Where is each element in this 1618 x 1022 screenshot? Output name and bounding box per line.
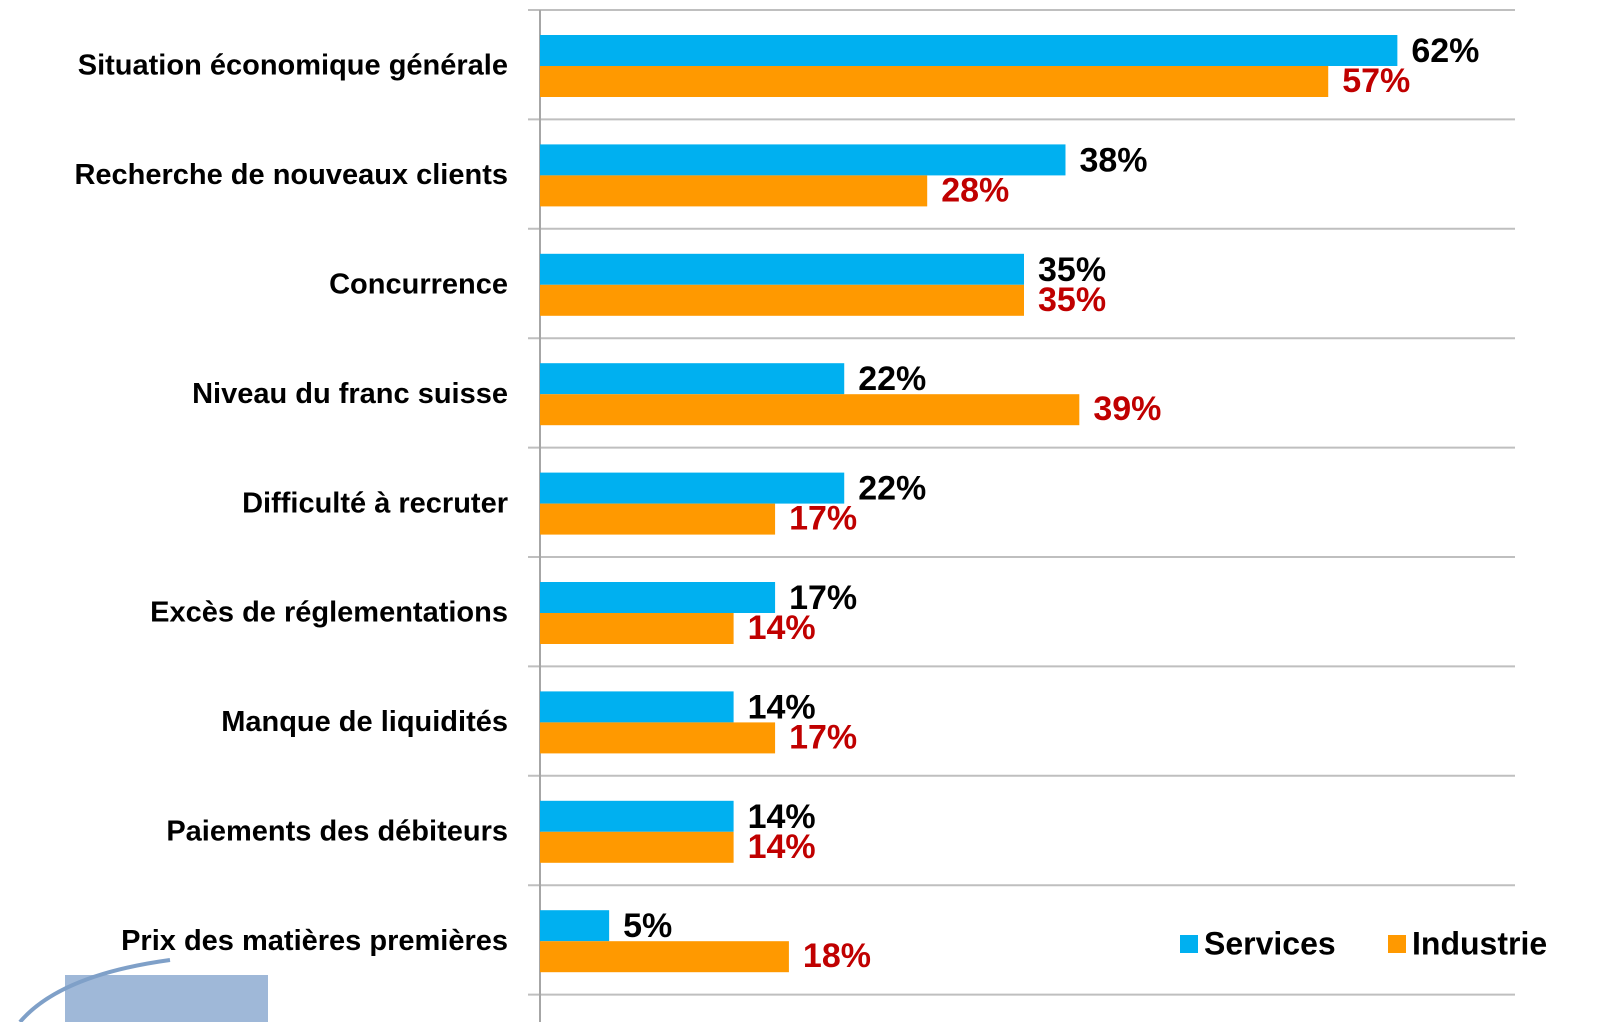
category-label: Paiements des débiteurs — [166, 815, 508, 847]
value-label: 57% — [1342, 62, 1410, 100]
bar — [540, 472, 845, 504]
bar — [540, 582, 776, 613]
value-label: 28% — [941, 171, 1009, 209]
value-label: 18% — [803, 937, 871, 975]
bar — [540, 363, 845, 395]
value-label: 35% — [1038, 251, 1106, 289]
bar — [540, 941, 789, 973]
bar — [540, 910, 610, 942]
bar — [540, 253, 1024, 285]
category-label: Difficulté à recruter — [242, 487, 508, 519]
bar — [540, 144, 1066, 176]
value-label: 14% — [748, 828, 816, 866]
bar — [540, 503, 776, 535]
value-label: 22% — [858, 470, 926, 508]
bar — [540, 613, 734, 644]
value-label: 38% — [1079, 141, 1147, 179]
value-label: 17% — [789, 500, 857, 538]
value-label: 17% — [789, 579, 857, 617]
value-label: 5% — [623, 907, 672, 945]
bar — [540, 66, 1329, 97]
bar — [540, 284, 1024, 316]
value-label: 14% — [748, 688, 816, 726]
legend-swatch — [1388, 935, 1406, 953]
legend-label: Industrie — [1412, 925, 1547, 961]
value-label: 17% — [789, 718, 857, 756]
bar — [540, 35, 1398, 66]
category-label: Niveau du franc suisse — [192, 378, 508, 410]
category-label: Situation économique générale — [78, 50, 508, 82]
category-label: Excès de réglementations — [150, 597, 508, 629]
legend-swatch — [1180, 935, 1198, 953]
legend-label: Services — [1204, 925, 1336, 961]
value-label: 62% — [1411, 32, 1479, 70]
category-label: Prix des matières premières — [121, 925, 508, 957]
bar — [540, 800, 734, 832]
value-label: 35% — [1038, 281, 1106, 319]
value-label: 22% — [858, 360, 926, 398]
bar — [540, 175, 928, 207]
bar — [540, 394, 1080, 426]
value-label: 14% — [748, 798, 816, 836]
category-label: Manque de liquidités — [221, 706, 508, 738]
logo — [18, 958, 268, 1022]
bar — [540, 691, 734, 723]
category-label: Recherche de nouveaux clients — [74, 159, 508, 191]
category-label: Concurrence — [329, 268, 508, 300]
value-label: 39% — [1093, 390, 1161, 428]
bar — [540, 722, 776, 754]
value-label: 14% — [748, 609, 816, 647]
bar — [540, 831, 734, 863]
